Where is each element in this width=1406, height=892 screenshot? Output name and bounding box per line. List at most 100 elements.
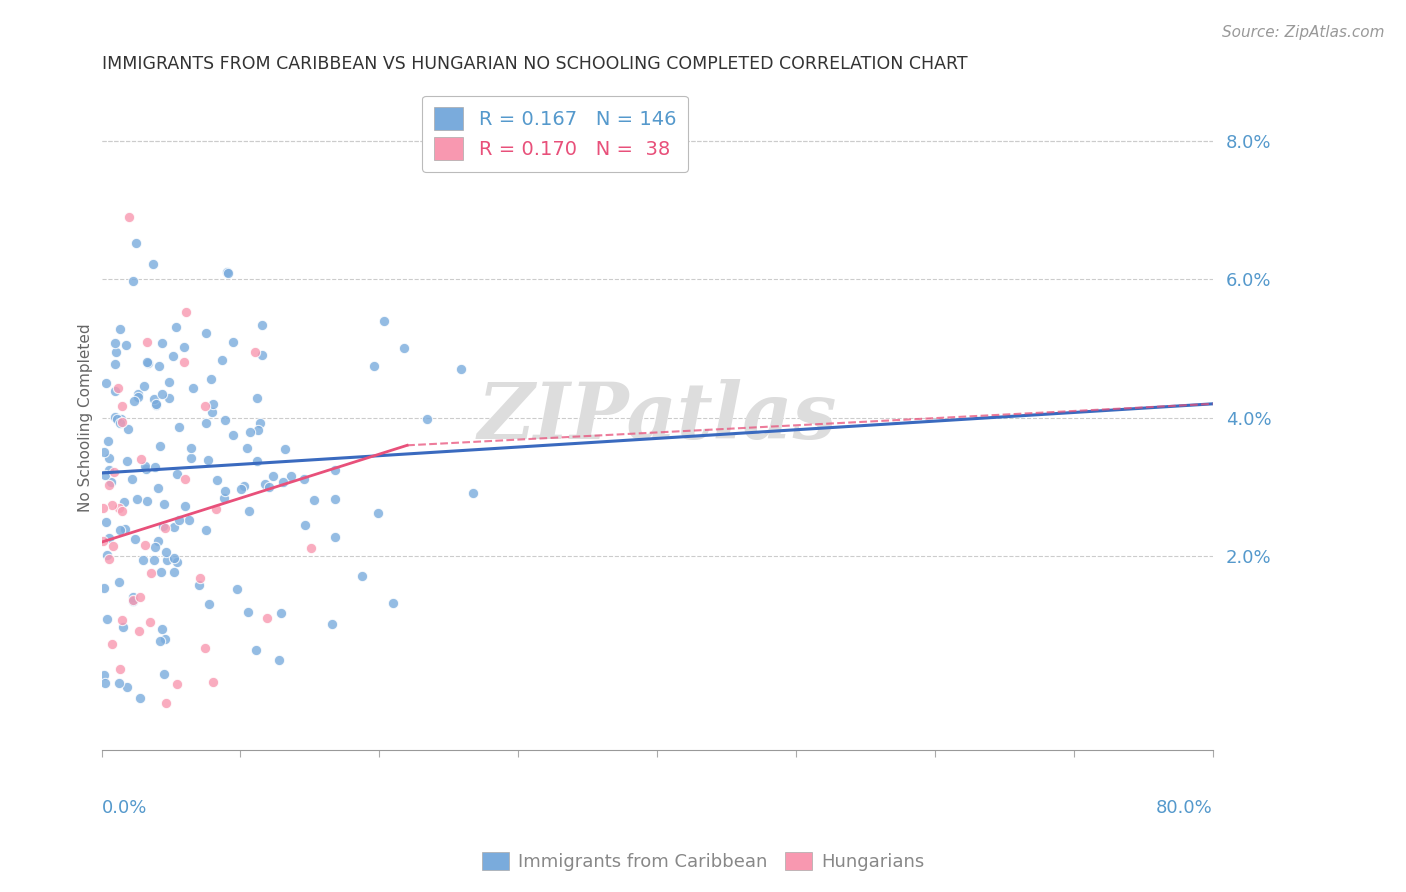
Point bbox=[91, 501, 114, 516]
Point bbox=[111, 399, 134, 413]
Point bbox=[108, 662, 131, 676]
Point bbox=[250, 318, 273, 333]
Point bbox=[108, 322, 131, 336]
Point bbox=[94, 467, 117, 482]
Point bbox=[135, 494, 157, 508]
Point bbox=[145, 397, 167, 411]
Point bbox=[111, 415, 134, 429]
Point bbox=[214, 413, 236, 427]
Point bbox=[238, 504, 260, 518]
Point bbox=[114, 522, 136, 536]
Point bbox=[167, 420, 190, 434]
Point bbox=[416, 412, 439, 426]
Point bbox=[236, 606, 259, 620]
Point bbox=[270, 607, 292, 621]
Point bbox=[166, 555, 188, 569]
Point bbox=[152, 519, 174, 533]
Point bbox=[136, 356, 159, 370]
Point bbox=[124, 532, 146, 546]
Point bbox=[122, 593, 145, 607]
Point bbox=[173, 472, 195, 486]
Point bbox=[142, 392, 165, 407]
Point bbox=[104, 384, 127, 399]
Point bbox=[194, 326, 217, 340]
Point bbox=[246, 454, 269, 468]
Point bbox=[162, 349, 184, 363]
Point bbox=[127, 386, 149, 401]
Point bbox=[211, 353, 233, 368]
Point bbox=[153, 497, 176, 511]
Point bbox=[166, 677, 188, 691]
Point bbox=[134, 538, 156, 552]
Point bbox=[122, 394, 145, 409]
Point bbox=[149, 634, 172, 648]
Point bbox=[105, 412, 128, 426]
Point bbox=[115, 681, 138, 695]
Point bbox=[96, 548, 118, 562]
Point bbox=[145, 398, 167, 412]
Point bbox=[132, 379, 155, 393]
Point bbox=[97, 478, 120, 492]
Point bbox=[96, 612, 118, 626]
Point bbox=[207, 473, 229, 487]
Text: 80.0%: 80.0% bbox=[1156, 799, 1212, 817]
Point bbox=[247, 423, 270, 437]
Point bbox=[162, 551, 184, 566]
Point bbox=[198, 597, 221, 611]
Point bbox=[382, 596, 405, 610]
Point bbox=[142, 553, 165, 567]
Point bbox=[121, 473, 143, 487]
Point bbox=[149, 439, 172, 453]
Point bbox=[142, 257, 165, 271]
Point bbox=[129, 591, 152, 605]
Point bbox=[153, 632, 176, 646]
Point bbox=[150, 565, 173, 579]
Point bbox=[121, 594, 143, 608]
Point bbox=[94, 676, 117, 690]
Point bbox=[128, 624, 150, 638]
Point bbox=[202, 397, 225, 411]
Point bbox=[93, 581, 115, 595]
Point bbox=[173, 355, 195, 369]
Legend: Immigrants from Caribbean, Hungarians: Immigrants from Caribbean, Hungarians bbox=[474, 845, 932, 879]
Point bbox=[373, 313, 395, 327]
Point bbox=[107, 381, 129, 395]
Point bbox=[274, 442, 297, 456]
Point bbox=[93, 444, 115, 458]
Point bbox=[150, 622, 173, 636]
Point bbox=[201, 405, 224, 419]
Point bbox=[367, 506, 389, 520]
Point bbox=[104, 358, 127, 372]
Point bbox=[180, 450, 202, 465]
Point bbox=[204, 502, 226, 516]
Text: Source: ZipAtlas.com: Source: ZipAtlas.com bbox=[1222, 25, 1385, 40]
Point bbox=[323, 463, 346, 477]
Point bbox=[450, 362, 472, 376]
Point bbox=[143, 540, 166, 554]
Point bbox=[104, 345, 127, 359]
Point bbox=[173, 340, 195, 354]
Point bbox=[131, 553, 153, 567]
Point bbox=[127, 390, 149, 404]
Point bbox=[245, 642, 267, 657]
Point bbox=[174, 305, 197, 319]
Point bbox=[181, 381, 204, 395]
Point bbox=[115, 337, 138, 351]
Point bbox=[156, 553, 179, 567]
Point bbox=[173, 499, 195, 513]
Point bbox=[163, 566, 186, 580]
Point bbox=[214, 483, 236, 498]
Point bbox=[280, 469, 302, 483]
Point bbox=[115, 453, 138, 467]
Point bbox=[97, 434, 120, 449]
Point bbox=[222, 427, 245, 442]
Point bbox=[202, 675, 225, 690]
Point bbox=[299, 541, 322, 556]
Point bbox=[195, 416, 218, 430]
Point bbox=[152, 667, 174, 681]
Point bbox=[155, 696, 177, 710]
Point bbox=[110, 412, 132, 426]
Point bbox=[194, 640, 217, 655]
Point bbox=[93, 533, 115, 548]
Point bbox=[235, 441, 257, 455]
